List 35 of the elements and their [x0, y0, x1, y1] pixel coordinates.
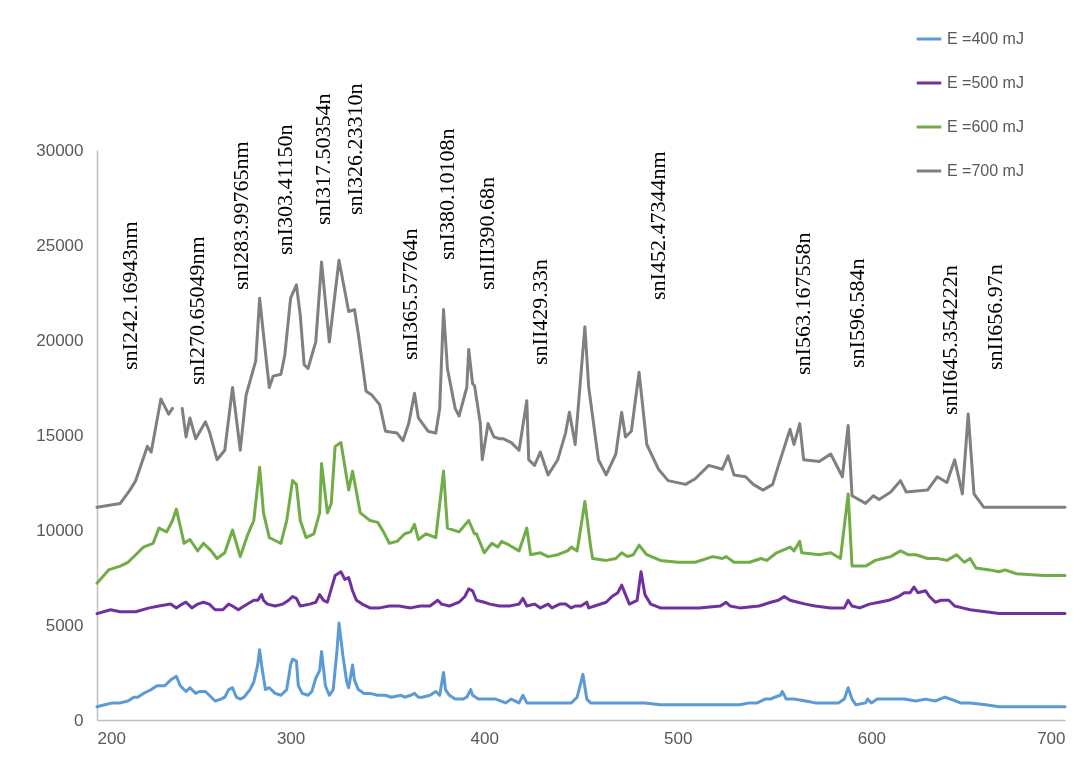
- x-tick-label: 400: [470, 728, 499, 748]
- line-series: [95, 621, 1067, 709]
- annotation: snIII390.68n: [474, 176, 499, 290]
- annotation: snII656.97n: [982, 264, 1007, 370]
- annotation: snI303.41150n: [272, 124, 297, 255]
- y-tick-label: 30000: [36, 140, 84, 160]
- annotation: snI452.47344nm: [645, 151, 670, 300]
- annotation: snI365.57764n: [397, 228, 422, 360]
- annotation: snI563.167558n: [790, 232, 815, 375]
- x-tick-label: 300: [276, 728, 306, 748]
- line-series: [95, 570, 1067, 616]
- legend-label: E =700 mJ: [947, 162, 1024, 179]
- annotation: snI270.65049nm: [184, 236, 209, 385]
- legend-label: E =600 mJ: [947, 118, 1024, 135]
- x-tick-label: 600: [857, 728, 887, 748]
- y-tick-label: 25000: [36, 235, 84, 255]
- annotation: snI242.16943nm: [117, 221, 142, 370]
- x-tick-label: 500: [664, 728, 693, 748]
- y-tick-label: 10000: [36, 520, 84, 540]
- x-tick-label: 200: [97, 728, 126, 748]
- y-tick-label: 0: [74, 710, 84, 730]
- legend-label: E =400 mJ: [947, 30, 1024, 47]
- annotation: snI317.50354n: [310, 93, 335, 225]
- y-tick-label: 15000: [36, 425, 84, 445]
- annotation: snII429.33n: [527, 259, 552, 365]
- legend-label: E =500 mJ: [947, 74, 1024, 91]
- annotation: snI596.584n: [844, 258, 869, 368]
- line-series: [95, 441, 1067, 585]
- y-tick-label: 20000: [36, 330, 84, 350]
- annotation: snII645.354222n: [937, 265, 962, 415]
- annotation: snI283.99765nm: [228, 141, 253, 290]
- annotation: snI326.23310n: [342, 83, 367, 215]
- x-tick-label: 700: [1037, 728, 1066, 748]
- y-tick-label: 5000: [45, 615, 84, 635]
- annotation: snI380.10108n: [434, 128, 459, 260]
